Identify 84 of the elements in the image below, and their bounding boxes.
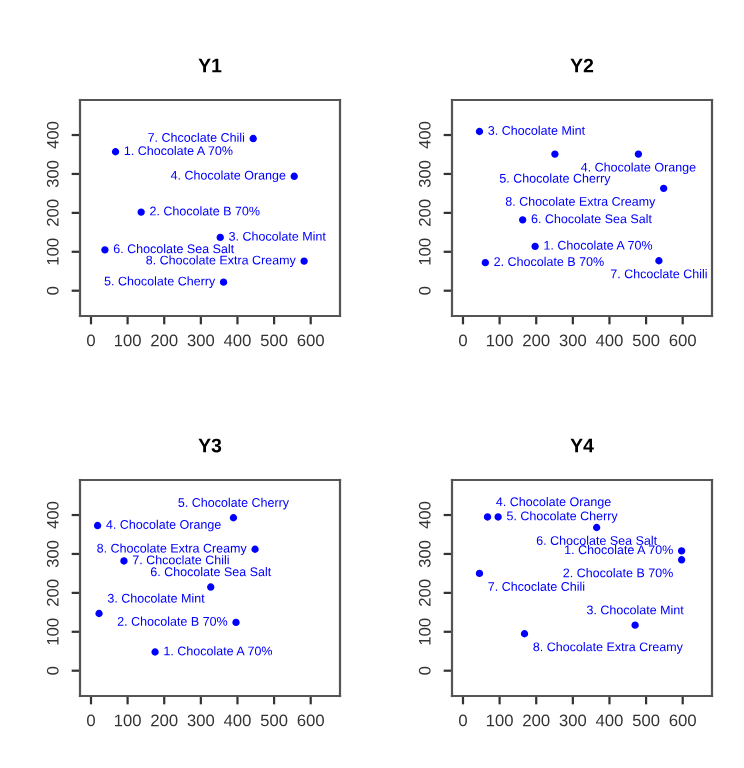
x-tick-label: 100 [114, 714, 141, 727]
x-tick-label: 500 [260, 714, 288, 727]
x-tick-label: 200 [151, 334, 178, 347]
point [519, 216, 527, 224]
x-tick-label: 100 [486, 334, 513, 347]
chart-title: Y3 [198, 438, 222, 453]
point [137, 208, 145, 216]
point [229, 514, 238, 522]
x-tick-label: 300 [559, 334, 587, 347]
point [151, 648, 159, 656]
y-tick-label: 400 [418, 121, 431, 149]
point [481, 259, 489, 267]
x-tick-label: 400 [223, 714, 251, 727]
chart-title: Y1 [198, 58, 222, 73]
point [219, 278, 228, 286]
y-tick-label: 200 [46, 199, 59, 226]
y-tick-label: 300 [418, 160, 431, 188]
point [93, 521, 102, 530]
x-tick-label: 300 [559, 714, 587, 727]
y-tick-label: 0 [46, 666, 59, 675]
point [494, 513, 502, 521]
point [101, 246, 109, 254]
x-tick-label: 0 [87, 334, 95, 347]
x-tick-label: 500 [632, 714, 660, 727]
y-tick-label: 200 [418, 579, 431, 606]
y-tick-label: 400 [418, 501, 431, 529]
y-tick-label: 100 [418, 238, 431, 265]
point [483, 513, 492, 521]
point [677, 556, 686, 564]
point [531, 242, 539, 251]
point [659, 184, 668, 193]
x-tick-label: 500 [632, 334, 660, 347]
point [592, 523, 601, 532]
point [251, 545, 259, 553]
point [120, 557, 128, 565]
chart-title: Y4 [570, 438, 594, 453]
y-tick-label: 0 [418, 666, 431, 675]
point [475, 127, 484, 136]
x-tick-label: 300 [187, 334, 215, 347]
x-tick-label: 100 [486, 714, 513, 727]
point [111, 148, 120, 156]
y-tick-label: 0 [418, 286, 431, 295]
point [232, 618, 240, 627]
x-tick-label: 500 [260, 334, 288, 347]
x-tick-label: 600 [297, 714, 324, 727]
x-tick-label: 600 [297, 334, 324, 347]
point [95, 609, 103, 618]
y-tick-label: 100 [46, 238, 59, 265]
point [216, 233, 224, 242]
point [677, 547, 686, 555]
x-tick-label: 0 [459, 714, 467, 727]
x-tick-label: 300 [187, 714, 215, 727]
y-tick-label: 400 [46, 501, 59, 529]
point [551, 150, 559, 158]
y-tick-label: 200 [46, 579, 59, 606]
x-tick-label: 200 [523, 714, 550, 727]
point [249, 134, 257, 143]
x-tick-label: 400 [223, 334, 251, 347]
y-tick-label: 200 [418, 199, 431, 226]
chart-title: Y2 [570, 58, 594, 73]
point [207, 583, 215, 591]
x-tick-label: 400 [595, 334, 623, 347]
x-tick-label: 100 [114, 334, 141, 347]
point [631, 621, 639, 629]
y-tick-label: 100 [46, 618, 59, 645]
point [655, 257, 663, 265]
point [290, 172, 298, 180]
x-tick-label: 200 [151, 714, 178, 727]
y-tick-label: 100 [418, 618, 431, 645]
y-tick-label: 300 [46, 160, 59, 188]
y-tick-label: 300 [46, 540, 59, 568]
y-tick-label: 300 [418, 540, 431, 568]
point [300, 257, 308, 265]
x-tick-label: 200 [523, 334, 550, 347]
point [475, 569, 484, 578]
x-tick-label: 0 [87, 714, 95, 727]
point [520, 630, 529, 638]
point [634, 150, 643, 158]
x-tick-label: 400 [595, 714, 623, 727]
x-tick-label: 0 [459, 334, 467, 347]
y-tick-label: 400 [46, 121, 59, 149]
x-tick-label: 600 [669, 714, 696, 727]
x-tick-label: 600 [669, 334, 696, 347]
y-tick-label: 0 [46, 286, 59, 295]
